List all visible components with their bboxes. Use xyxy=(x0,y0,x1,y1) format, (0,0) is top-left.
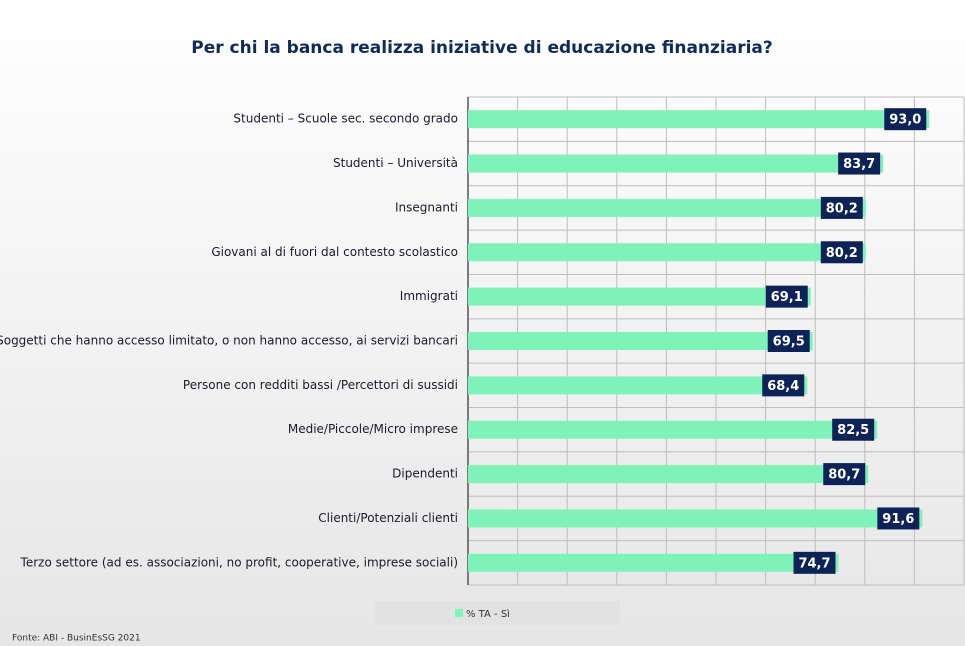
value-label: 80,2 xyxy=(826,201,858,216)
bar xyxy=(468,332,813,350)
value-label-box xyxy=(820,241,863,264)
value-label: 83,7 xyxy=(843,157,875,172)
value-label-box xyxy=(820,196,863,219)
value-label-box xyxy=(877,507,920,530)
chart-title: Per chi la banca realizza iniziative di … xyxy=(191,38,773,58)
y-tick-label: Studenti – Università xyxy=(333,156,458,170)
value-label-box xyxy=(767,330,810,352)
value-label-box xyxy=(765,285,808,308)
y-tick-label: Persone con redditi bassi /Percettori di… xyxy=(183,378,458,392)
y-tick-label: Medie/Piccole/Micro imprese xyxy=(288,422,458,436)
bar xyxy=(468,509,923,528)
legend-label: % TA - Sì xyxy=(466,608,510,620)
value-label: 80,2 xyxy=(826,246,858,261)
y-tick-label: Soggetti che hanno accesso limitato, o n… xyxy=(0,334,458,348)
value-label: 93,0 xyxy=(889,113,921,128)
value-label: 68,4 xyxy=(767,379,799,394)
value-label-box xyxy=(884,108,927,131)
value-label: 74,7 xyxy=(798,556,830,571)
value-label-box xyxy=(762,374,805,397)
legend-swatch xyxy=(455,609,463,617)
y-tick-label: Immigrati xyxy=(400,289,458,303)
value-label: 91,6 xyxy=(882,512,914,527)
bar xyxy=(468,198,866,217)
value-label: 69,5 xyxy=(773,335,805,350)
y-tick-label: Giovani al di fuori dal contesto scolast… xyxy=(211,245,458,259)
bar xyxy=(468,110,930,129)
bar xyxy=(468,420,878,439)
source: Fonte: ABI - BusinEsSG 2021 xyxy=(12,634,141,644)
bar xyxy=(468,465,869,484)
y-tick-label: Terzo settore (ad es. associazioni, no p… xyxy=(20,555,458,569)
value-label-box xyxy=(832,418,875,441)
y-tick-label: Clienti/Potenziali clienti xyxy=(318,511,458,525)
value-label-box xyxy=(838,152,881,175)
bar xyxy=(468,287,811,306)
value-label: 80,7 xyxy=(828,468,860,483)
bar xyxy=(468,243,866,262)
y-tick-label: Studenti – Scuole sec. secondo grado xyxy=(233,112,458,126)
y-tick-label: Dipendenti xyxy=(392,467,458,481)
value-label: 69,1 xyxy=(771,290,803,305)
bar xyxy=(468,154,884,173)
legend-box xyxy=(375,601,620,625)
bar xyxy=(468,376,808,395)
bar xyxy=(468,553,839,572)
value-label: 82,5 xyxy=(837,423,869,438)
value-label-box xyxy=(793,551,836,574)
y-tick-label: Insegnanti xyxy=(395,200,458,214)
value-label-box xyxy=(823,463,866,486)
